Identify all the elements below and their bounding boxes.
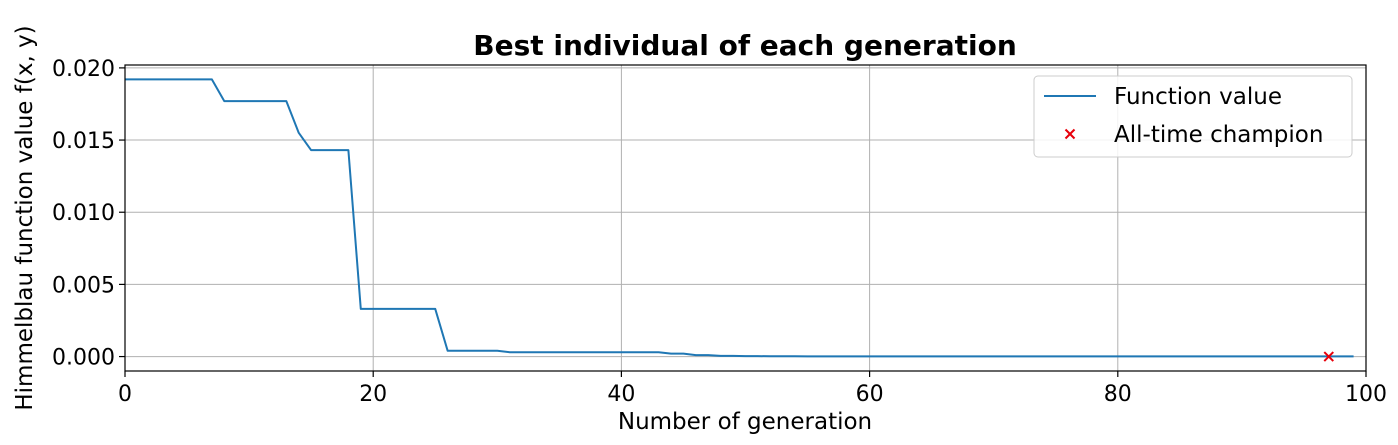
x-tick-label: 60 <box>856 382 884 407</box>
legend-box <box>1033 75 1353 158</box>
y-tick-label: 0.000 <box>52 346 115 371</box>
champion-point <box>1323 351 1334 362</box>
legend: Function value All-time champion <box>1033 75 1353 158</box>
x-tick-label: 20 <box>359 382 387 407</box>
x-tick-label: 80 <box>1104 382 1132 407</box>
y-tick-label: 0.005 <box>52 273 115 298</box>
legend-marker-swatch <box>1064 128 1076 140</box>
y-tick-label: 0.010 <box>52 201 115 226</box>
axis-ticks: 0 20 40 60 80 100 0.000 0.005 0.010 0.015 0.020 <box>52 57 1387 407</box>
legend-label-function-value: Function value <box>1114 84 1282 110</box>
legend-label-champion: All-time champion <box>1114 122 1323 148</box>
x-tick-label: 100 <box>1345 382 1387 407</box>
y-axis-label: Himmelblau function value f(x, y) <box>12 25 38 410</box>
x-tick-label: 0 <box>118 382 132 407</box>
y-tick-label: 0.020 <box>52 57 115 82</box>
chart-title: Best individual of each generation <box>473 29 1017 62</box>
plot-area <box>125 78 1354 362</box>
plot-frame <box>124 64 1367 372</box>
legend-x-marker <box>1064 128 1076 140</box>
x-axis-label: Number of generation <box>618 409 872 435</box>
x-tick-label: 40 <box>607 382 635 407</box>
y-tick-label: 0.015 <box>52 129 115 154</box>
function-value-line <box>125 78 1354 358</box>
